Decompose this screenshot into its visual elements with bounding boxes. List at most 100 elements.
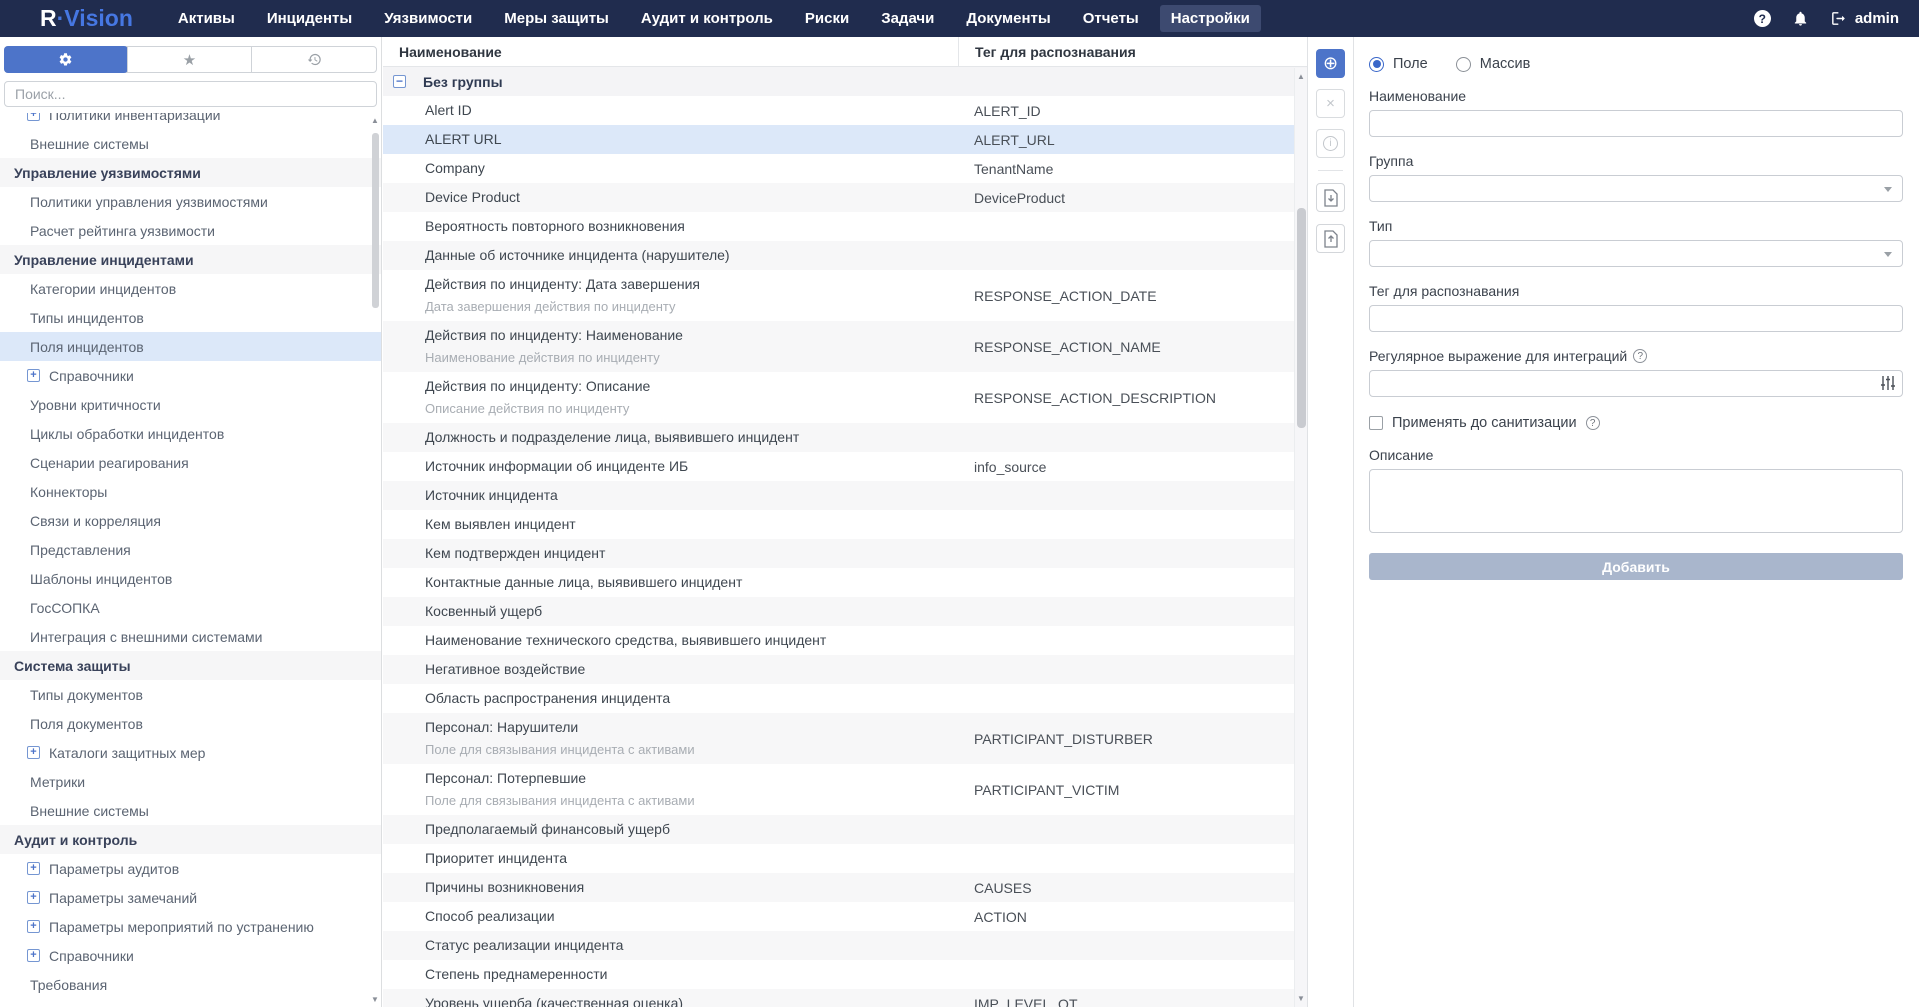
description-textarea[interactable] — [1369, 469, 1903, 533]
sidebar-tree-item[interactable]: + ГосСОПКА — [0, 593, 381, 622]
table-row[interactable]: Негативное воздействие — [383, 655, 1294, 684]
sidebar-tree-item[interactable]: + Коннекторы — [0, 477, 381, 506]
expand-plus-icon[interactable]: + — [27, 746, 40, 759]
sidebar-tree-item[interactable]: + Расчет рейтинга уязвимости — [0, 216, 381, 245]
table-row[interactable]: Уровень ущерба (качественная оценка) IMP… — [383, 989, 1294, 1007]
sidebar-tree-item[interactable]: + Аудит и контроль — [0, 825, 381, 854]
expand-plus-icon[interactable]: + — [27, 369, 40, 382]
sidebar-tree-item[interactable]: + Связи и корреляция — [0, 506, 381, 535]
sidebar-tree-item[interactable]: + Внешние системы — [0, 796, 381, 825]
table-scrollbar[interactable]: ▲ ▼ — [1294, 68, 1307, 1007]
table-row[interactable]: Источник информации об инциденте ИБ info… — [383, 452, 1294, 481]
sidebar-tree-item[interactable]: + Параметры аудитов — [0, 854, 381, 883]
expand-plus-icon[interactable]: + — [27, 949, 40, 962]
table-row[interactable]: Область распространения инцидента — [383, 684, 1294, 713]
tab-recent[interactable] — [251, 47, 376, 72]
sidebar-tree-item[interactable]: + Параметры мероприятий по устранению — [0, 912, 381, 941]
user-menu[interactable]: admin — [1830, 10, 1899, 27]
radio-array[interactable]: Массив — [1455, 56, 1530, 72]
table-row[interactable]: Company TenantName — [383, 154, 1294, 183]
sidebar-tree-item[interactable]: + Управление уязвимостями — [0, 158, 381, 187]
sidebar-scroll-up-icon[interactable]: ▲ — [371, 116, 379, 125]
table-row[interactable]: Персонал: Потерпевшие Поле для связывани… — [383, 764, 1294, 815]
expand-plus-icon[interactable]: + — [27, 862, 40, 875]
nav-item[interactable]: Документы — [966, 10, 1051, 27]
app-logo[interactable]: R·Vision — [40, 5, 133, 32]
expand-plus-icon[interactable]: + — [27, 891, 40, 904]
group-row[interactable]: − Без группы — [383, 67, 1307, 96]
export-button[interactable] — [1316, 224, 1345, 253]
nav-item[interactable]: Аудит и контроль — [640, 10, 773, 27]
sidebar-tree-item[interactable]: + Политики инвентаризации — [0, 113, 381, 129]
nav-item[interactable]: Задачи — [881, 10, 935, 27]
collapse-minus-icon[interactable]: − — [393, 75, 406, 88]
table-row[interactable]: Действия по инциденту: Дата завершения Д… — [383, 270, 1294, 321]
sidebar-tree-item[interactable]: + Параметры замечаний — [0, 883, 381, 912]
name-input[interactable] — [1369, 110, 1903, 137]
column-header-tag[interactable]: Тег для распознавания — [958, 37, 1307, 66]
sidebar-tree-item[interactable]: + Циклы обработки инцидентов — [0, 419, 381, 448]
sidebar-tree-item[interactable]: + Шаблоны инцидентов — [0, 564, 381, 593]
expand-plus-icon[interactable]: + — [27, 920, 40, 933]
sidebar-tree-item[interactable]: + Внешние системы — [0, 129, 381, 158]
sidebar-tree-item[interactable]: + Типы документов — [0, 680, 381, 709]
sidebar-tree-item[interactable]: + Интеграция с внешними системами — [0, 622, 381, 651]
sidebar-tree-item[interactable]: + Требования — [0, 970, 381, 999]
table-scroll-up-icon[interactable]: ▲ — [1297, 72, 1305, 81]
radio-field-control[interactable] — [1369, 56, 1384, 72]
tab-settings-tree[interactable] — [4, 46, 128, 73]
table-row[interactable]: Контактные данные лица, выявившего инцид… — [383, 568, 1294, 597]
table-row[interactable]: Степень преднамеренности — [383, 960, 1294, 989]
regex-builder-icon[interactable] — [1879, 374, 1897, 392]
table-row[interactable]: Причины возникновения CAUSES — [383, 873, 1294, 902]
table-row[interactable]: Источник инцидента — [383, 481, 1294, 510]
table-row[interactable]: Действия по инциденту: Наименование Наим… — [383, 321, 1294, 372]
radio-array-control[interactable] — [1455, 56, 1471, 72]
sidebar-tree-item[interactable]: + Политики управления уязвимостями — [0, 187, 381, 216]
sidebar-search-input[interactable] — [4, 81, 377, 107]
table-row[interactable]: Статус реализации инцидента — [383, 931, 1294, 960]
nav-item[interactable]: Уязвимости — [384, 10, 473, 27]
tab-favorites[interactable]: ★ — [126, 47, 252, 72]
table-row[interactable]: Способ реализации ACTION — [383, 902, 1294, 931]
sidebar-tree-item[interactable]: + Типы инцидентов — [0, 303, 381, 332]
table-row[interactable]: Device Product DeviceProduct — [383, 183, 1294, 212]
sidebar-tree-item[interactable]: + Метрики — [0, 767, 381, 796]
sidebar-tree-item[interactable]: + Категории инцидентов — [0, 274, 381, 303]
type-select[interactable] — [1369, 240, 1903, 267]
table-row[interactable]: Приоритет инцидента — [383, 844, 1294, 873]
group-select[interactable] — [1369, 175, 1903, 202]
sidebar-tree-item[interactable]: + Справочники — [0, 361, 381, 390]
table-row[interactable]: Данные об источнике инцидента (нарушител… — [383, 241, 1294, 270]
table-scroll-down-icon[interactable]: ▼ — [1297, 994, 1305, 1003]
table-row[interactable]: Кем выявлен инцидент — [383, 510, 1294, 539]
sidebar-tree-item[interactable]: + Уровни критичности — [0, 390, 381, 419]
regex-input[interactable] — [1369, 370, 1903, 397]
table-scrollbar-thumb[interactable] — [1297, 208, 1306, 428]
tag-input[interactable] — [1369, 305, 1903, 332]
sidebar-tree-item[interactable]: + Справочники — [0, 941, 381, 970]
table-row[interactable]: Наименование технического средства, выяв… — [383, 626, 1294, 655]
table-row[interactable]: Предполагаемый финансовый ущерб — [383, 815, 1294, 844]
sidebar-tree-item[interactable]: + Каталоги защитных мер — [0, 738, 381, 767]
nav-item[interactable]: Настройки — [1159, 5, 1261, 32]
table-row[interactable]: ALERT URL ALERT_URL — [383, 125, 1294, 154]
sidebar-scrollbar-thumb[interactable] — [372, 133, 379, 308]
sidebar-tree-item[interactable]: + Представления — [0, 535, 381, 564]
info-button[interactable]: i — [1316, 129, 1345, 158]
add-field-button[interactable]: ⊕ — [1316, 49, 1345, 78]
sidebar-tree-item[interactable]: + Поля инцидентов — [0, 332, 381, 361]
sidebar-scroll-down-icon[interactable]: ▼ — [371, 995, 379, 1004]
sanitize-help-icon[interactable]: ? — [1585, 416, 1600, 430]
table-row[interactable]: Alert ID ALERT_ID — [383, 96, 1294, 125]
sidebar-tree-item[interactable]: + Управление инцидентами — [0, 245, 381, 274]
nav-item[interactable]: Отчеты — [1082, 10, 1139, 27]
nav-item[interactable]: Активы — [177, 10, 235, 27]
column-header-name[interactable]: Наименование — [399, 43, 502, 60]
nav-item[interactable]: Инциденты — [266, 10, 353, 27]
table-row[interactable]: Косвенный ущерб — [383, 597, 1294, 626]
import-button[interactable] — [1316, 183, 1345, 212]
bell-icon[interactable] — [1792, 10, 1809, 27]
regex-help-icon[interactable]: ? — [1633, 349, 1648, 363]
add-button[interactable]: Добавить — [1369, 553, 1903, 580]
